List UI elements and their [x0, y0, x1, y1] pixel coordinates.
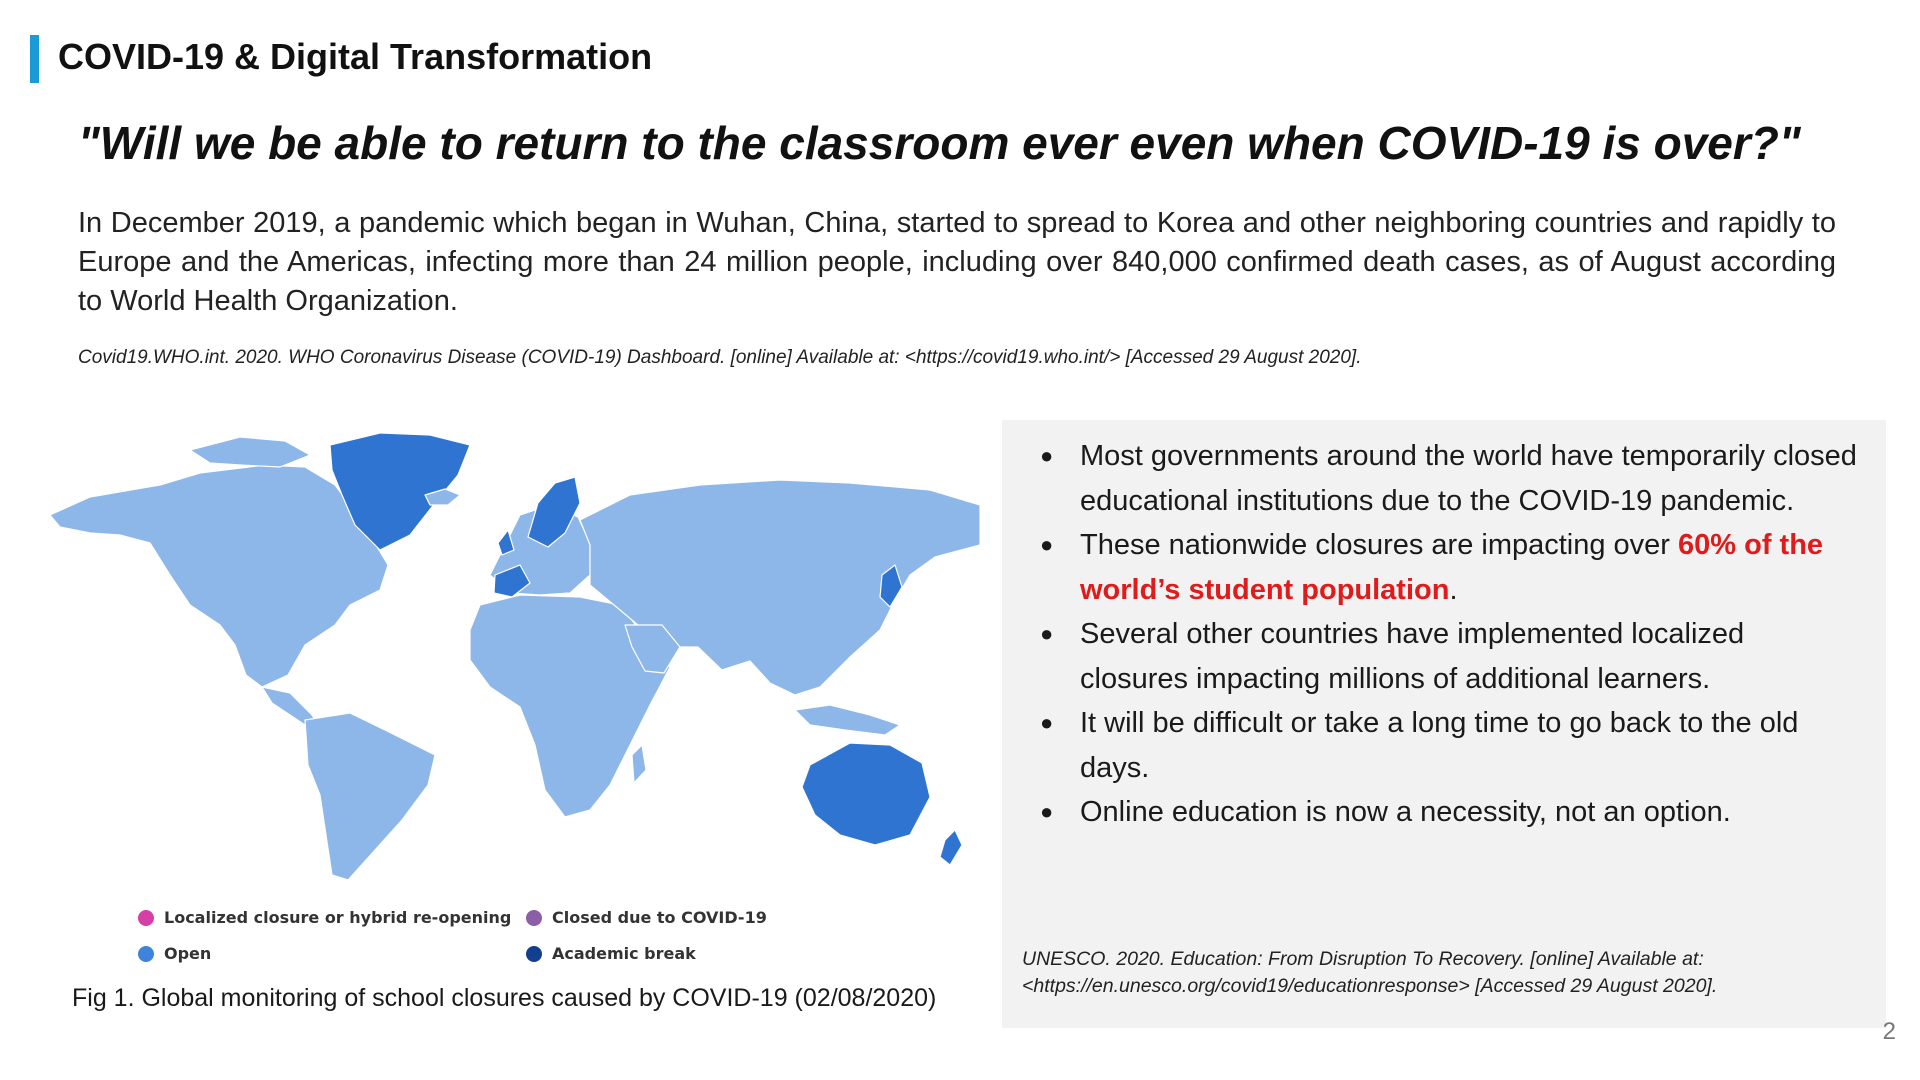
map-indonesia — [794, 704, 901, 736]
map-madagascar — [631, 744, 647, 784]
world-map-school-closures — [50, 425, 980, 885]
slide-quote-title: "Will we be able to return to the classr… — [78, 117, 1801, 169]
legend-label-open: Open — [164, 944, 212, 963]
map-arabia — [624, 624, 681, 674]
map-japan — [879, 564, 903, 608]
map-arctic-islands — [189, 436, 311, 468]
legend-dot-academic-break — [526, 945, 542, 962]
unesco-citation: UNESCO. 2020. Education: From Disruption… — [1022, 948, 1718, 997]
legend-item-open: Open — [138, 944, 211, 963]
slide-header-title: COVID-19 & Digital Transformation — [58, 36, 653, 77]
list-item: Online education is now a necessity, not… — [1040, 790, 1860, 835]
legend-item-academic-break: Academic break — [526, 944, 696, 963]
legend-label-localized: Localized closure or hybrid re-opening — [164, 908, 512, 927]
map-uk — [497, 529, 515, 556]
map-new-zealand — [939, 829, 963, 866]
world-map-svg — [50, 432, 980, 881]
map-australia — [801, 742, 931, 846]
intro-paragraph: In December 2019, a pandemic which began… — [78, 207, 1836, 317]
bullet-text-after: . — [1449, 573, 1458, 606]
list-item: Several other countries have implemented… — [1040, 612, 1860, 701]
map-legend: Localized closure or hybrid re-opening C… — [138, 908, 898, 978]
legend-dot-localized — [138, 909, 154, 926]
figure-caption: Fig 1. Global monitoring of school closu… — [72, 984, 937, 1012]
legend-dot-closed — [526, 909, 542, 926]
page-number: 2 — [1882, 1018, 1896, 1045]
map-western-europe — [493, 564, 531, 598]
key-points-panel: Most governments around the world have t… — [1002, 420, 1886, 1028]
map-north-america — [50, 464, 389, 688]
legend-dot-open — [138, 945, 154, 962]
map-iceland — [424, 488, 461, 506]
list-item: These nationwide closures are impacting … — [1040, 523, 1860, 612]
map-greenland — [329, 432, 471, 551]
legend-label-academic-break: Academic break — [552, 944, 696, 963]
map-scandinavia — [527, 476, 581, 548]
map-south-america — [304, 712, 436, 881]
list-item: It will be difficult or take a long time… — [1040, 701, 1860, 790]
legend-item-localized: Localized closure or hybrid re-opening — [138, 908, 511, 927]
legend-label-closed: Closed due to COVID-19 — [552, 908, 767, 927]
key-points-list: Most governments around the world have t… — [1040, 434, 1860, 835]
highlighted-statistic: 60% of the world’s student population — [1080, 529, 1824, 606]
bullet-text-before: These nationwide closures are impacting … — [1080, 529, 1679, 561]
legend-item-closed: Closed due to COVID-19 — [526, 908, 767, 927]
who-citation: Covid19.WHO.int. 2020. WHO Coronavirus D… — [78, 347, 1362, 368]
header-accent-bar — [30, 35, 39, 83]
list-item: Most governments around the world have t… — [1040, 434, 1860, 523]
